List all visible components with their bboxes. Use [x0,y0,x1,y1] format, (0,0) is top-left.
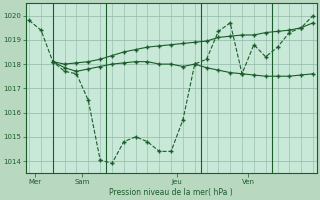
X-axis label: Pression niveau de la mer( hPa ): Pression niveau de la mer( hPa ) [109,188,233,197]
